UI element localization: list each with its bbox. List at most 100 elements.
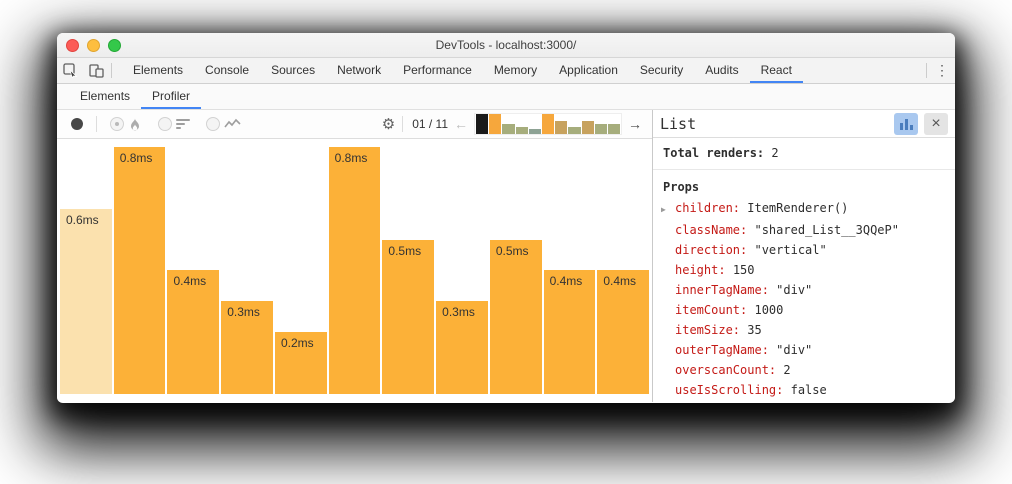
flamegraph-bar[interactable]: 0.3ms [436, 301, 488, 394]
flamegraph-bar[interactable]: 0.5ms [489, 240, 542, 394]
interactions-view-radio[interactable] [206, 117, 220, 131]
devtools-tabbar: Elements Console Sources Network Perform… [57, 58, 955, 84]
prop-key: width [675, 400, 726, 402]
bar-label: 0.5ms [495, 244, 529, 258]
toolbar-divider [926, 63, 927, 78]
devtools-menu-button[interactable]: ⋮ [929, 58, 955, 83]
snapshot-bar[interactable] [581, 121, 594, 134]
bar-label: 0.8ms [119, 151, 153, 165]
next-snapshot-button[interactable]: → [628, 116, 642, 132]
devtools-window: DevTools - localhost:3000/ Elements Cons… [57, 33, 955, 403]
snapshot-bar[interactable] [515, 127, 528, 134]
total-renders-value: 2 [771, 146, 779, 160]
snapshot-bar[interactable] [594, 124, 607, 134]
tab-react[interactable]: React [749, 58, 803, 83]
device-toolbar-button[interactable] [83, 58, 109, 83]
tab-application[interactable]: Application [559, 62, 618, 77]
prop-key: innerTagName [675, 280, 776, 300]
flamegraph-bar[interactable]: 0.4ms [597, 270, 650, 394]
flamegraph-bar[interactable]: 0.3ms [221, 301, 273, 394]
devtools-tabs: Elements Console Sources Network Perform… [122, 58, 803, 83]
prop-row: itemCount 1000 [653, 300, 955, 320]
prop-key: className [675, 220, 754, 240]
bar-label: 0.6ms [66, 213, 99, 227]
device-toolbar-icon [88, 64, 104, 78]
snapshot-bar[interactable] [502, 124, 515, 134]
snapshot-bar[interactable] [476, 114, 489, 134]
expand-arrow-icon[interactable]: ▶ [661, 205, 666, 214]
tab-audits[interactable]: Audits [705, 62, 739, 77]
close-window-button[interactable] [66, 38, 79, 52]
tab-console[interactable]: Console [205, 62, 250, 77]
bar-chart-icon [899, 122, 903, 130]
record-button[interactable] [71, 118, 83, 130]
flamegraph-bar[interactable]: 0.2ms [274, 332, 327, 394]
previous-snapshot-button[interactable]: ← [454, 116, 468, 132]
snapshot-bar[interactable] [568, 127, 581, 134]
pane-divider[interactable] [652, 110, 653, 402]
inspect-element-button[interactable] [57, 58, 83, 83]
prop-value: "div" [776, 343, 813, 357]
flamegraph-bar[interactable]: 0.8ms [113, 147, 166, 394]
settings-gear-button[interactable]: ⚙ [381, 115, 396, 133]
profiler-left-pane: ⚙ 01 / 11 ← → [57, 110, 652, 402]
tab-network[interactable]: Network [337, 62, 382, 77]
prop-row: innerTagName "div" [653, 280, 955, 300]
props-list: ▶ children ItemRenderer() className "sha… [653, 198, 955, 402]
close-panel-button[interactable]: × [924, 112, 948, 135]
toolbar-divider [111, 63, 112, 78]
tab-elements[interactable]: Elements [133, 62, 184, 77]
snapshot-bar[interactable] [607, 124, 621, 134]
close-icon: × [931, 114, 941, 132]
subtab-elements[interactable]: Elements [80, 88, 131, 103]
subtab-profiler[interactable]: Profiler [141, 84, 202, 109]
snapshot-pagination-label: 01 / 11 [412, 117, 448, 131]
bar-label: 0.3ms [227, 305, 260, 319]
detail-panel-body: Total renders: 2 Props ▶ children ItemRe… [653, 138, 955, 402]
snapshot-strip [474, 113, 622, 135]
ranked-view-button[interactable] [176, 119, 190, 129]
line-chart-icon [224, 118, 241, 128]
flamegraph-bar[interactable]: 0.6ms [60, 209, 112, 394]
prop-row: itemSize 35 [653, 320, 955, 340]
bar-label: 0.8ms [334, 151, 368, 165]
ranked-view-radio[interactable] [158, 117, 172, 131]
props-section-header: Props [663, 180, 700, 194]
flamegraph-bar[interactable]: 0.8ms [328, 147, 381, 394]
flamegraph-view-button[interactable] [128, 117, 142, 132]
flamegraph-bar[interactable]: 0.5ms [382, 240, 435, 394]
prop-value: ItemRenderer() [747, 201, 849, 215]
titlebar: DevTools - localhost:3000/ [57, 33, 955, 58]
tab-memory[interactable]: Memory [493, 62, 538, 77]
zoom-window-button[interactable] [108, 38, 121, 52]
snapshot-bar[interactable] [489, 114, 502, 134]
prop-row: outerTagName "div" [653, 340, 955, 360]
prop-key: children [675, 198, 747, 218]
interactions-view-button[interactable] [224, 118, 242, 130]
snapshot-bar[interactable] [541, 114, 555, 134]
kebab-icon: ⋮ [935, 62, 949, 78]
prop-key: itemCount [675, 300, 754, 320]
snapshot-bar[interactable] [528, 129, 541, 134]
component-detail-panel: List × Total renders: 2 [653, 110, 955, 402]
toolbar-divider [402, 116, 404, 132]
bar-label: 0.4ms [173, 274, 207, 288]
flamegraph-bar[interactable]: 0.4ms [167, 270, 220, 394]
bar-label: 0.4ms [603, 274, 637, 288]
tab-performance[interactable]: Performance [403, 62, 472, 77]
prop-key: height [675, 260, 733, 280]
flamegraph-bar[interactable]: 0.4ms [543, 270, 596, 394]
minimize-window-button[interactable] [87, 38, 100, 52]
bar-chart-icon [904, 118, 908, 130]
tabbar-spacer [803, 58, 924, 83]
snapshot-bar[interactable] [555, 121, 568, 134]
window-title: DevTools - localhost:3000/ [435, 38, 577, 52]
tab-security[interactable]: Security [639, 62, 684, 77]
prop-value: 1000 [754, 303, 784, 317]
bar-label: 0.4ms [549, 274, 583, 288]
tab-sources[interactable]: Sources [271, 62, 316, 77]
render-chart-toggle-button[interactable] [894, 112, 918, 135]
bar-chart-icon [909, 124, 913, 130]
flamegraph-view-radio[interactable] [110, 117, 124, 131]
selected-component-name: List [660, 114, 697, 133]
